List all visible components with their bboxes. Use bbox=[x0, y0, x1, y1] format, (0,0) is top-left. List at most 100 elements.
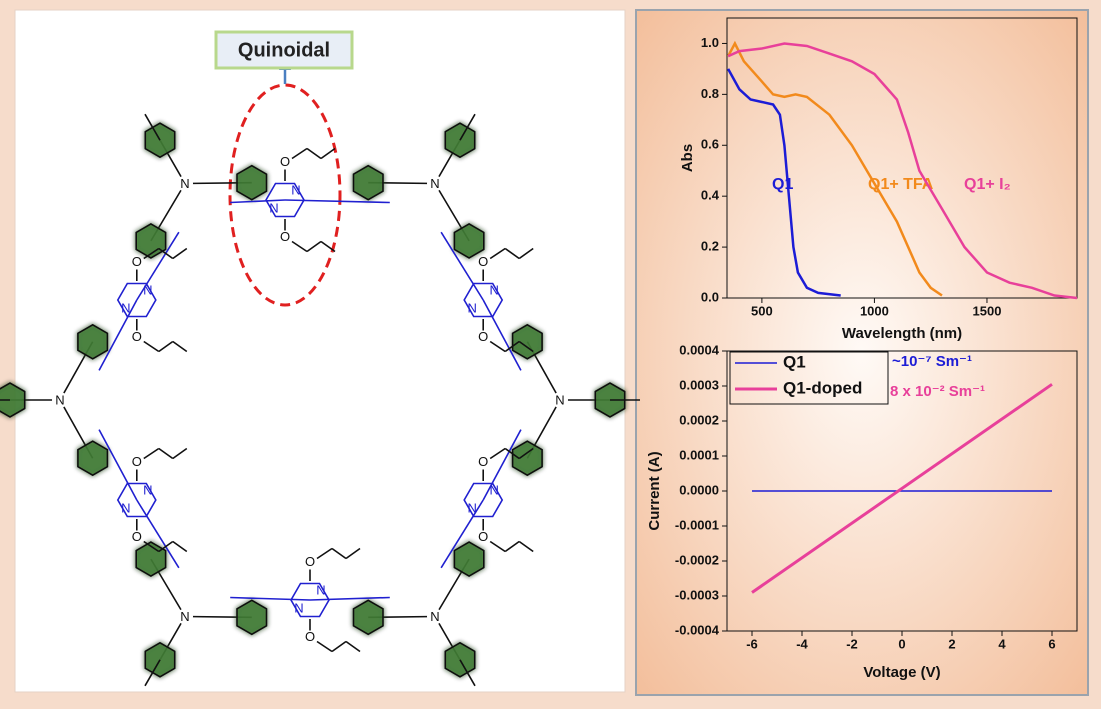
atom-label: O bbox=[478, 329, 488, 344]
benzene-ring bbox=[352, 164, 384, 201]
y-tick-label: 0.0002 bbox=[679, 412, 719, 427]
x-axis-label: Wavelength (nm) bbox=[842, 325, 962, 342]
benzene-ring bbox=[144, 641, 176, 678]
bond bbox=[158, 447, 174, 460]
series-label: Q1+ TFA bbox=[868, 176, 934, 193]
bond bbox=[158, 540, 174, 553]
benzene-ring bbox=[453, 541, 485, 578]
y-tick-label: 1.0 bbox=[701, 35, 719, 50]
bond bbox=[143, 447, 160, 460]
bond bbox=[284, 199, 390, 204]
y-tick-label: 0.6 bbox=[701, 137, 719, 152]
benzene-ring bbox=[135, 541, 167, 578]
bond bbox=[504, 447, 520, 460]
pyrazine-ring bbox=[290, 582, 330, 618]
pyrazine-ring bbox=[116, 282, 157, 318]
bond bbox=[158, 340, 174, 353]
data-line bbox=[727, 42, 1078, 300]
atom-label: O bbox=[132, 254, 142, 269]
benzene-ring bbox=[77, 440, 109, 477]
benzene-ring bbox=[236, 164, 268, 201]
benzene-ring bbox=[352, 599, 384, 636]
bond bbox=[143, 247, 160, 260]
benzene-ring bbox=[135, 222, 167, 259]
atom-label: N bbox=[269, 200, 278, 215]
atom-label: N bbox=[555, 392, 564, 407]
benzene-ring bbox=[511, 323, 543, 360]
atom-label: O bbox=[132, 454, 142, 469]
benzene-ring bbox=[144, 122, 176, 159]
pyrazine-ring bbox=[116, 482, 157, 518]
annotation: ~10⁻⁷ Sm⁻¹ bbox=[892, 353, 972, 370]
legend-box bbox=[729, 351, 889, 405]
bond bbox=[489, 340, 506, 353]
charts: 500 1000 1500 0.0 0.2 0.4 0.6 0.8 1.0 Wavelength … bbox=[646, 35, 1078, 681]
y-tick-label: 0.0003 bbox=[679, 377, 719, 392]
x-tick-label: 0 bbox=[898, 636, 905, 651]
atom-label: N bbox=[490, 482, 499, 497]
bond bbox=[440, 499, 484, 569]
bond bbox=[482, 299, 522, 371]
bond bbox=[172, 247, 188, 260]
x-axis-label: Voltage (V) bbox=[863, 664, 940, 681]
x-tick-label: 2 bbox=[948, 636, 955, 651]
y-tick-label: 0.0000 bbox=[679, 482, 719, 497]
y-tick-label: 0.4 bbox=[701, 188, 720, 203]
pyrazine-ring bbox=[463, 482, 504, 518]
atom-dot bbox=[552, 392, 568, 408]
y-tick-label: -0.0003 bbox=[675, 587, 719, 602]
y-tick-label: 0.0 bbox=[701, 289, 719, 304]
bond bbox=[331, 547, 347, 560]
plot-frame bbox=[726, 17, 1078, 299]
series-label: Q1+ I₂ bbox=[964, 176, 1011, 193]
bond bbox=[489, 247, 506, 260]
atom-label: N bbox=[121, 300, 130, 315]
y-tick-label: -0.0001 bbox=[675, 517, 719, 532]
atom-label: N bbox=[430, 609, 439, 624]
x-tick-label: -4 bbox=[796, 636, 808, 651]
atom-label: N bbox=[316, 582, 325, 597]
atom-label: O bbox=[478, 454, 488, 469]
benzene-ring bbox=[511, 440, 543, 477]
bond bbox=[518, 340, 534, 353]
bond bbox=[172, 540, 188, 553]
atom-label: O bbox=[132, 329, 142, 344]
atom-label: O bbox=[305, 629, 315, 644]
y-tick-label: 0.0004 bbox=[679, 342, 720, 357]
atom-label: N bbox=[143, 282, 152, 297]
atom-label: O bbox=[478, 254, 488, 269]
bond bbox=[316, 547, 333, 560]
x-tick-label: 6 bbox=[1048, 636, 1055, 651]
atom-label: N bbox=[468, 500, 477, 515]
y-tick-label: 0.0001 bbox=[679, 447, 719, 462]
benzene-ring bbox=[0, 382, 26, 418]
bond bbox=[309, 596, 390, 601]
bond bbox=[518, 447, 534, 460]
benzene-ring bbox=[444, 122, 476, 159]
atom-dot bbox=[177, 608, 193, 625]
bond bbox=[291, 147, 308, 160]
atom-label: O bbox=[280, 154, 290, 169]
atom-dot bbox=[427, 175, 443, 192]
bond bbox=[306, 240, 322, 253]
annotation: 8 x 10⁻² Sm⁻¹ bbox=[890, 383, 985, 400]
bond bbox=[136, 499, 180, 569]
bond bbox=[98, 429, 138, 501]
bond bbox=[459, 659, 476, 687]
quinoidal-highlight bbox=[228, 83, 342, 307]
bond bbox=[440, 231, 484, 301]
series-label: Q1 bbox=[772, 176, 793, 193]
bond bbox=[518, 247, 534, 260]
bond bbox=[320, 147, 336, 160]
pyrazine-ring bbox=[265, 182, 305, 218]
y-axis-label: Current (A) bbox=[646, 451, 663, 530]
atom-dot bbox=[52, 392, 68, 408]
bond bbox=[230, 199, 286, 204]
legend-label: Q1-doped bbox=[783, 378, 862, 397]
benzene-ring bbox=[77, 323, 109, 360]
y-tick-label: -0.0004 bbox=[675, 622, 720, 637]
y-tick-label: -0.0002 bbox=[675, 552, 719, 567]
bond bbox=[306, 147, 322, 160]
data-line bbox=[727, 68, 841, 297]
